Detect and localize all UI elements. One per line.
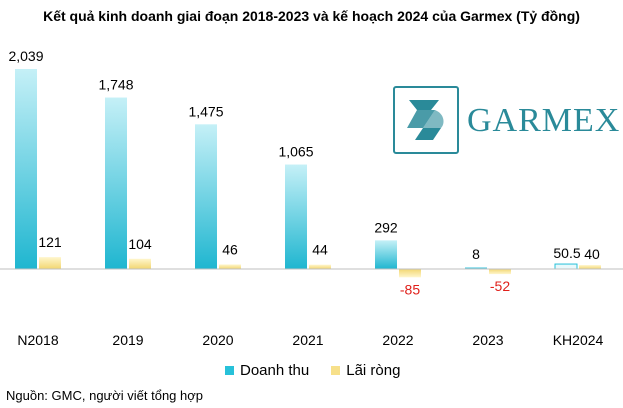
bar-profit — [309, 264, 331, 269]
data-label-profit: 44 — [312, 242, 328, 258]
bar-profit — [399, 269, 421, 278]
x-tick-label: 2020 — [202, 332, 233, 348]
legend-item-profit: Lãi ròng — [331, 362, 400, 379]
x-tick-label: 2019 — [112, 332, 143, 348]
chart-title: Kết quả kinh doanh giai đoạn 2018-2023 v… — [43, 8, 580, 24]
data-label-profit: 121 — [38, 234, 62, 250]
source-note: Nguồn: GMC, người viết tổng hợp — [6, 388, 204, 403]
x-tick-label: 2023 — [472, 332, 503, 348]
data-label-profit: 104 — [128, 236, 152, 252]
bar-profit — [579, 265, 601, 269]
data-label-profit: -85 — [400, 281, 420, 297]
bar-profit — [219, 264, 241, 269]
data-label-revenue: 50.5 — [553, 245, 580, 261]
legend: Doanh thu Lãi ròng — [225, 362, 400, 379]
bar-revenue — [375, 240, 397, 269]
legend-swatch-revenue — [225, 366, 234, 375]
data-label-profit: -52 — [490, 278, 510, 294]
legend-swatch-profit — [331, 366, 341, 375]
legend-label-profit: Lãi ròng — [346, 362, 401, 379]
bar-profit — [129, 258, 151, 269]
data-label-profit: 46 — [222, 241, 238, 257]
garmex-logo: GARMEX — [393, 86, 619, 158]
x-tick-label: KH2024 — [553, 332, 604, 348]
data-label-revenue: 8 — [472, 246, 480, 262]
data-label-revenue: 2,039 — [8, 48, 43, 64]
bar-revenue — [554, 263, 578, 270]
x-tick-label: N2018 — [17, 332, 58, 348]
data-label-revenue: 1,065 — [278, 144, 313, 160]
data-label-revenue: 1,748 — [98, 77, 133, 93]
legend-label-revenue: Doanh thu — [240, 362, 310, 379]
bar-revenue — [15, 69, 37, 269]
bar-revenue — [195, 124, 217, 270]
garmex-emblem-icon — [407, 100, 444, 140]
bar-profit — [39, 257, 61, 269]
bar-profit — [489, 269, 511, 275]
data-label-revenue: 292 — [374, 219, 398, 235]
x-tick-label: 2021 — [292, 332, 323, 348]
garmex-logo-mark — [393, 86, 459, 154]
bar-revenue — [285, 164, 307, 269]
bar-revenue — [105, 97, 127, 270]
x-tick-label: 2022 — [382, 332, 413, 348]
bar-revenue — [465, 267, 487, 269]
data-label-revenue: 1,475 — [188, 103, 223, 119]
garmex-logo-text: GARMEX — [467, 102, 621, 139]
legend-item-revenue: Doanh thu — [225, 362, 309, 379]
data-label-profit: 40 — [584, 246, 600, 262]
bar-chart: 2,039 121 N2018 1,748 104 2019 1,475 46 2020 1,06… — [0, 48, 623, 348]
